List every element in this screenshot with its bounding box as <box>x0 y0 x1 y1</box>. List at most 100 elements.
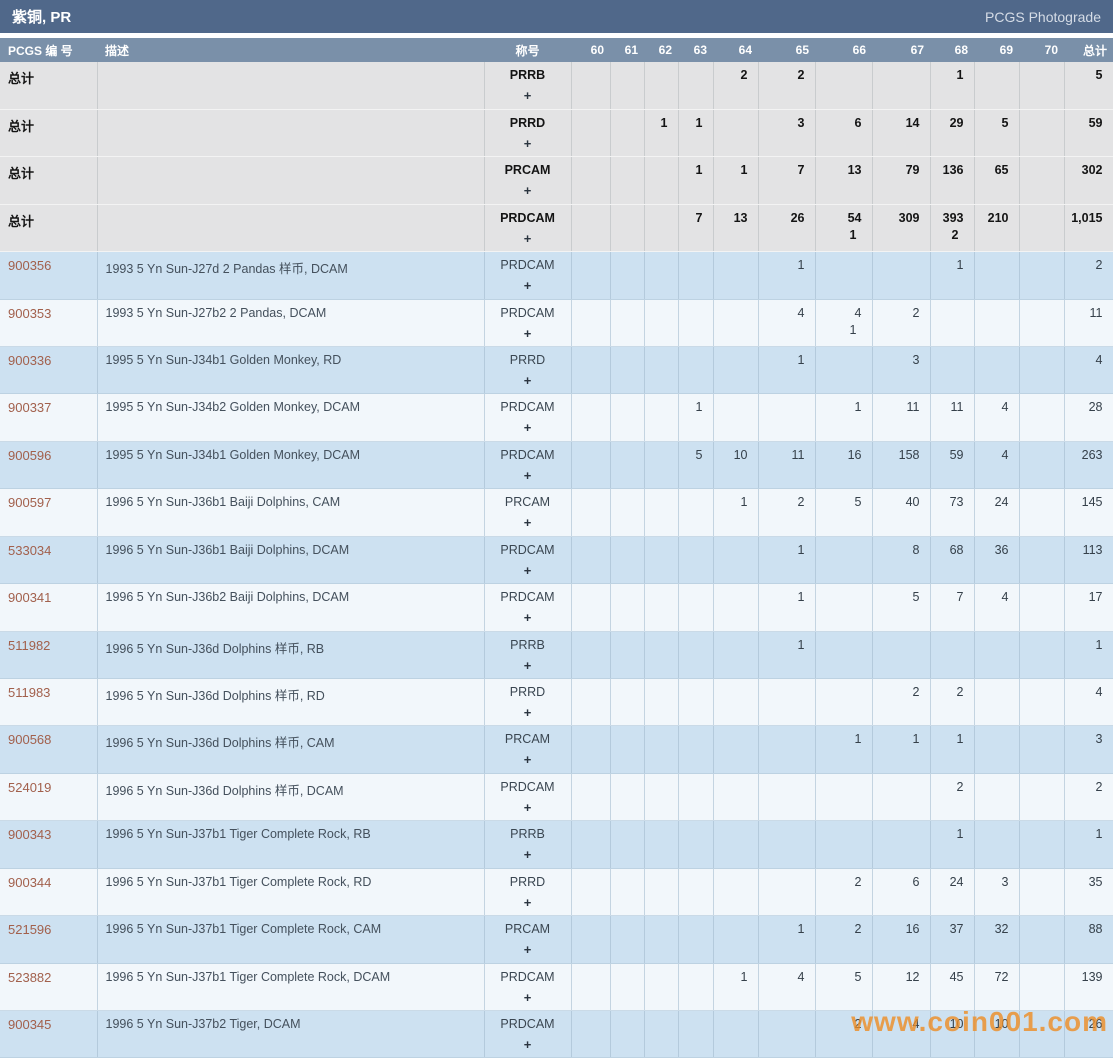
grade-count-cell <box>1019 251 1065 300</box>
grade-count: 28 <box>1088 400 1103 415</box>
total-count-cell: 35 <box>1064 868 1113 917</box>
grade-count-cell: 24 <box>974 488 1020 537</box>
grade-count-cell <box>678 1010 714 1058</box>
grade-count: 5 <box>1001 115 1009 130</box>
grade-count: 2 <box>912 305 920 320</box>
pcgs-number-link[interactable]: 511983 <box>8 684 51 700</box>
pcgs-number-link[interactable]: 900336 <box>8 353 52 369</box>
grade-count-cell <box>758 868 816 917</box>
pcgs-number-cell: 900353 <box>0 299 98 348</box>
designation-cell: PRDCAM + <box>484 583 572 632</box>
grade-count-cell: 37 <box>930 915 975 964</box>
pcgs-number-link[interactable]: 900344 <box>8 874 52 890</box>
grade-count-cell <box>1019 678 1065 727</box>
pcgs-number-link[interactable]: 511982 <box>8 637 51 653</box>
pcgs-number-link[interactable]: 900568 <box>8 732 52 748</box>
plus-designation-label: + <box>523 230 532 246</box>
pcgs-number-link[interactable]: 900343 <box>8 827 52 843</box>
grade-count-cell <box>571 62 611 110</box>
column-header-grade-66: 66 <box>852 43 866 57</box>
grade-count: 1 <box>695 400 703 415</box>
grade-count: 4 <box>1095 353 1103 368</box>
pcgs-number-link[interactable]: 533034 <box>8 542 52 558</box>
plus-designation-label: + <box>523 135 532 151</box>
grade-count: 68 <box>949 542 964 557</box>
pcgs-number-link[interactable]: 900337 <box>8 400 52 416</box>
grade-count-cell: 13 <box>815 156 873 205</box>
grade-count-cell: 7 <box>678 204 714 253</box>
grade-count-cell <box>678 583 714 632</box>
grade-count: 11 <box>950 400 964 415</box>
grade-count-cell <box>610 536 645 585</box>
photograde-link[interactable]: PCGS Photograde <box>985 8 1101 25</box>
grade-count: 5 <box>854 969 862 984</box>
column-header-description: 描述 <box>105 43 130 58</box>
grade-count-cell: 73 <box>930 488 975 537</box>
coin-description <box>97 156 485 205</box>
grade-count-cell: 2 <box>872 678 931 727</box>
grade-count-cell <box>758 773 816 822</box>
grade-count-cell: 7 <box>758 156 816 205</box>
grade-count-cell: 1 <box>678 109 714 158</box>
grade-count-cell <box>678 725 714 774</box>
grade-count-cell <box>1019 915 1065 964</box>
grade-count-cell: 68 <box>930 536 975 585</box>
pcgs-number-link[interactable]: 521596 <box>8 922 52 938</box>
designation-label: PRDCAM <box>500 969 555 984</box>
pcgs-number-link[interactable]: 900356 <box>8 258 52 274</box>
grade-count-cell: 54 1 <box>815 204 873 253</box>
pcgs-number-cell: 900597 <box>0 488 98 537</box>
grade-count-cell: 2 <box>713 62 759 110</box>
column-header-grade-62: 62 <box>658 43 672 57</box>
designation-cell: PRCAM + <box>484 156 572 205</box>
grade-count-cell: 4 <box>974 393 1020 442</box>
pcgs-number-link[interactable]: 900345 <box>8 1016 52 1032</box>
grade-count-cell <box>815 346 873 395</box>
total-label: 总计 <box>8 166 35 182</box>
grade-count-cell <box>758 725 816 774</box>
pcgs-number-cell: 900341 <box>0 583 98 632</box>
designation-label: PRCAM <box>504 922 551 937</box>
grade-count: 4 <box>912 1016 920 1031</box>
pcgs-number-link[interactable]: 900341 <box>8 590 52 606</box>
grade-count: 37 <box>949 922 964 937</box>
grade-count-cell <box>644 963 679 1011</box>
grade-count-cell: 65 <box>974 156 1020 205</box>
grade-count: 1 <box>956 258 964 273</box>
grade-count: 1 <box>854 732 862 747</box>
pcgs-number-cell: 900596 <box>0 441 98 490</box>
pcgs-number-link[interactable]: 900596 <box>8 447 52 463</box>
table-row: 900343 1996 5 Yn Sun-J37b1 Tiger Complete… <box>0 820 1113 869</box>
pcgs-number-link[interactable]: 524019 <box>8 779 52 795</box>
grade-count-cell: 16 <box>815 441 873 490</box>
grade-count-cell <box>1019 773 1065 822</box>
table-row: 511982 1996 5 Yn Sun-J36d Dolphins 样币, RB… <box>0 631 1113 679</box>
column-header-grade-65: 65 <box>795 43 809 57</box>
grade-count-cell <box>1019 1010 1065 1058</box>
pcgs-number-link[interactable]: 523882 <box>8 969 52 985</box>
grade-count-cell <box>678 346 714 395</box>
table-row: 900345 1996 5 Yn Sun-J37b2 Tiger, DCAM PRD… <box>0 1010 1113 1058</box>
pcgs-number-link[interactable]: 900597 <box>8 495 52 511</box>
grade-count-cell <box>610 488 645 537</box>
grade-count-cell <box>678 868 714 917</box>
grade-count-cell <box>1019 204 1065 253</box>
grade-count: 6 <box>912 874 920 889</box>
grade-count: 158 <box>898 447 920 462</box>
designation-label: PRRB <box>510 827 545 842</box>
grade-count: 16 <box>905 922 920 937</box>
plus-designation-label: + <box>523 183 532 199</box>
total-count-cell: 1,015 <box>1064 204 1113 253</box>
pcgs-number-link[interactable]: 900353 <box>8 305 52 321</box>
grade-count-cell <box>713 678 759 727</box>
grade-count-cell: 13 <box>713 204 759 253</box>
grade-count-cell: 393 2 <box>930 204 975 253</box>
grade-count-cell: 24 <box>930 868 975 917</box>
grade-count-cell <box>713 725 759 774</box>
grade-count-cell <box>974 251 1020 300</box>
pcgs-number-cell: 521596 <box>0 915 98 964</box>
grade-count: 263 <box>1081 447 1103 462</box>
grade-count-cell <box>644 868 679 917</box>
total-count-cell: 2 <box>1064 773 1113 822</box>
grade-count-cell <box>571 725 611 774</box>
